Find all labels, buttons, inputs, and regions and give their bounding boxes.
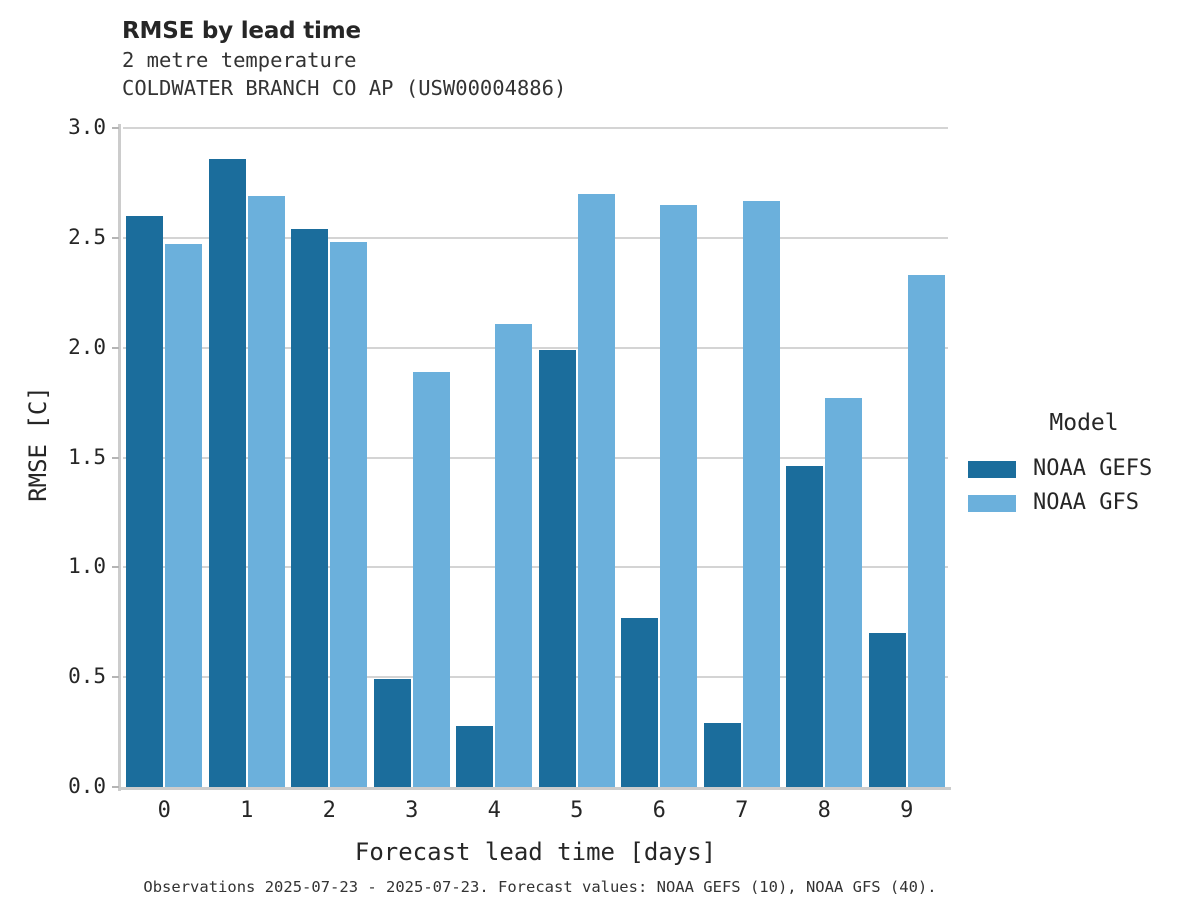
x-tick-label: 1 — [240, 798, 254, 823]
title-block: RMSE by lead time 2 metre temperature CO… — [122, 16, 942, 102]
gridline — [123, 127, 948, 129]
y-tick-label: 2.0 — [68, 334, 106, 359]
page-title: RMSE by lead time — [122, 18, 361, 44]
plot-area — [112, 124, 951, 791]
x-tick-label: 4 — [487, 798, 501, 823]
y-tick-mark — [112, 456, 119, 459]
bar — [291, 229, 329, 787]
legend-color-swatch — [968, 494, 1016, 512]
y-tick-label: 0.0 — [68, 774, 106, 798]
bar — [456, 725, 494, 787]
y-axis-spine — [118, 124, 121, 791]
bar — [786, 466, 824, 787]
bar — [868, 633, 906, 787]
gridline — [123, 346, 948, 349]
legend-entries: NOAA GEFS NOAA GFS — [968, 452, 1182, 520]
bar — [577, 193, 615, 787]
legend-item-label: NOAA GFS — [1033, 490, 1139, 515]
y-tick-mark — [112, 236, 119, 239]
y-tick-label: 2.5 — [68, 224, 106, 249]
x-tick-label: 8 — [817, 798, 831, 823]
bar — [825, 398, 863, 787]
y-tick-mark — [112, 676, 119, 679]
y-axis-title: RMSE [C] — [24, 386, 52, 502]
y-tick-label: 0.5 — [68, 664, 106, 689]
y-tick-label: 3.0 — [68, 115, 106, 139]
legend-color-swatch — [968, 460, 1016, 478]
chart-subtitle-variable: 2 metre temperature — [122, 48, 357, 72]
x-tick-label: 6 — [652, 798, 666, 823]
y-tick-mark — [112, 786, 119, 788]
y-tick-label: 1.0 — [68, 554, 106, 579]
x-axis-tick-labels: 0 1 2 3 4 5 6 7 8 9 — [123, 797, 948, 831]
x-axis-spine — [118, 787, 951, 790]
y-axis-tick-labels: 0.0 0.5 1.0 1.5 2.0 2.5 3.0 — [0, 117, 106, 797]
legend-item-label: NOAA GEFS — [1033, 456, 1153, 481]
bar — [247, 196, 285, 787]
bar — [703, 723, 741, 787]
bar — [621, 617, 659, 787]
chart-subtitle-station: COLDWATER BRANCH CO AP (USW00004886) — [122, 76, 567, 100]
x-tick-label: 9 — [900, 798, 914, 823]
bar — [742, 200, 780, 787]
gridline — [123, 456, 948, 459]
x-tick-label: 5 — [570, 798, 584, 823]
y-tick-mark — [112, 127, 119, 129]
footer-note: Observations 2025-07-23 - 2025-07-23. Fo… — [143, 878, 937, 896]
x-tick-label: 2 — [322, 798, 336, 823]
bar — [373, 679, 411, 787]
bar — [412, 371, 450, 787]
bar — [165, 244, 203, 787]
legend-title: Model — [1049, 410, 1119, 436]
x-tick-label: 3 — [405, 798, 419, 823]
legend: Model NOAA GEFS NOAA GFS — [968, 408, 1182, 520]
y-tick-label: 1.5 — [68, 444, 106, 469]
bar — [660, 204, 698, 787]
bar — [208, 158, 246, 787]
x-axis-title: Forecast lead time [days] — [354, 838, 717, 866]
bar — [126, 215, 164, 787]
y-tick-mark — [112, 566, 119, 569]
legend-item[interactable]: NOAA GFS — [968, 486, 1182, 520]
gridline — [123, 566, 948, 569]
bar-series-layer — [123, 128, 948, 787]
bar — [907, 275, 945, 787]
gridline — [123, 236, 948, 239]
legend-item[interactable]: NOAA GEFS — [968, 452, 1182, 486]
y-tick-mark — [112, 346, 119, 349]
gridline — [123, 676, 948, 679]
x-tick-label: 0 — [157, 798, 171, 823]
bar — [538, 349, 576, 787]
bar — [495, 323, 533, 787]
x-tick-label: 7 — [735, 798, 749, 823]
bar — [330, 242, 368, 787]
